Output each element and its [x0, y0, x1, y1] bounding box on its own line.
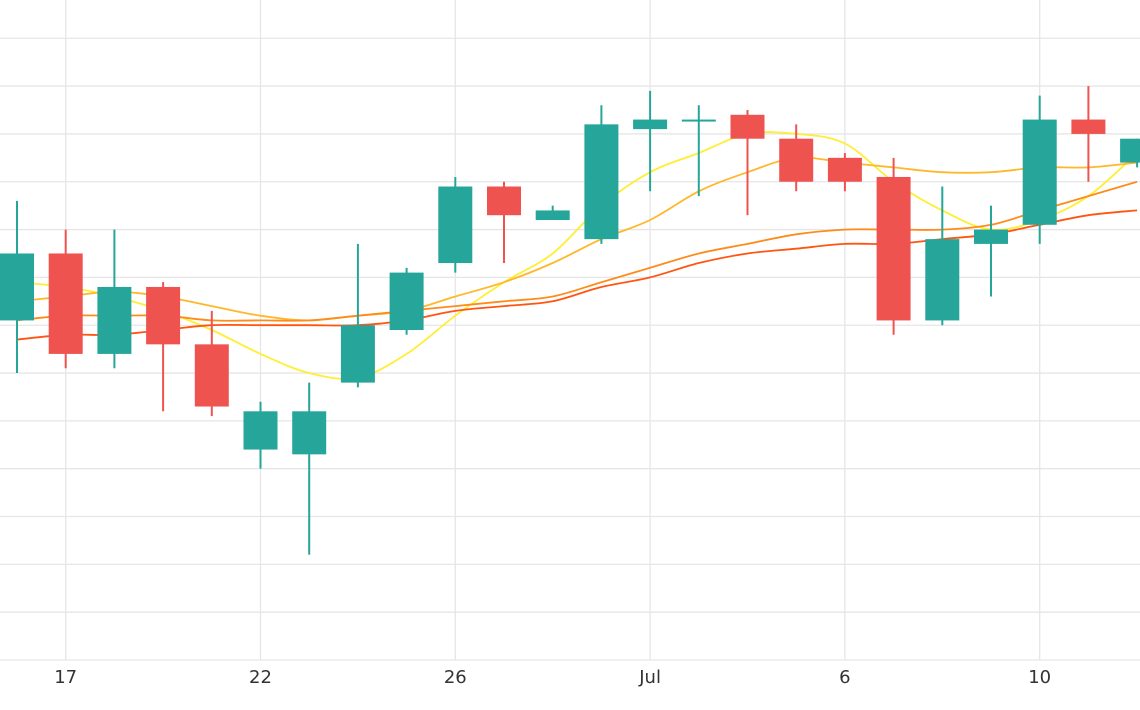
- candle-body: [97, 286, 132, 354]
- candle: [535, 205, 570, 220]
- candle-body: [584, 124, 619, 240]
- candle-body: [925, 239, 960, 321]
- candle: [779, 124, 814, 192]
- candle: [1071, 86, 1106, 182]
- candle-body: [194, 344, 229, 407]
- candle: [925, 186, 960, 326]
- candle-body: [633, 119, 668, 130]
- candle: [194, 310, 229, 417]
- moving-average-line-4: [16, 209, 1138, 341]
- candle: [438, 176, 473, 273]
- candle: [487, 181, 521, 264]
- candle-body: [974, 229, 1008, 244]
- horizontal-gridlines: [0, 37, 1140, 661]
- moving-average-line-1: [16, 131, 1138, 380]
- candle: [0, 200, 34, 374]
- moving-average-line-2: [16, 156, 1138, 322]
- candle-body: [146, 286, 181, 345]
- candle: [48, 229, 83, 369]
- candle-body: [487, 186, 521, 216]
- candle-body: [1022, 119, 1057, 225]
- candle-body: [827, 157, 862, 182]
- candle: [876, 157, 911, 335]
- candle: [389, 267, 424, 335]
- candle-body: [389, 272, 424, 330]
- candle-body: [438, 186, 473, 264]
- moving-average-line-3: [16, 180, 1138, 322]
- x-tick-label: 6: [839, 667, 850, 688]
- candle: [1120, 138, 1140, 168]
- candle-body: [1120, 138, 1140, 163]
- candle-body: [0, 253, 34, 321]
- candle: [146, 282, 181, 412]
- candle: [340, 243, 375, 388]
- candle-body: [48, 253, 83, 354]
- candle: [730, 110, 765, 216]
- candle-body: [681, 119, 716, 122]
- candle-body: [779, 138, 814, 182]
- x-axis: 17 22 26 Jul 6 10: [54, 667, 1051, 688]
- candles: [0, 86, 1140, 555]
- x-tick-label: 17: [54, 667, 77, 688]
- candle: [97, 229, 132, 369]
- candle: [681, 105, 716, 197]
- candle: [243, 401, 278, 469]
- candle-body: [340, 325, 375, 383]
- candle-body: [535, 210, 570, 220]
- candle: [584, 105, 619, 244]
- x-tick-label: 22: [249, 667, 272, 688]
- candle: [1022, 95, 1057, 244]
- moving-average-lines: [16, 131, 1138, 380]
- candle: [292, 382, 327, 555]
- candle-body: [243, 411, 278, 450]
- candle-body: [730, 114, 765, 139]
- x-tick-label: 26: [444, 667, 467, 688]
- x-tick-label: Jul: [638, 667, 661, 688]
- candle: [633, 90, 668, 192]
- candle: [827, 153, 862, 192]
- x-tick-label: 10: [1028, 667, 1051, 688]
- candle-body: [1071, 119, 1106, 134]
- candle-body: [292, 411, 327, 455]
- candle-body: [876, 176, 911, 321]
- candle: [974, 205, 1008, 297]
